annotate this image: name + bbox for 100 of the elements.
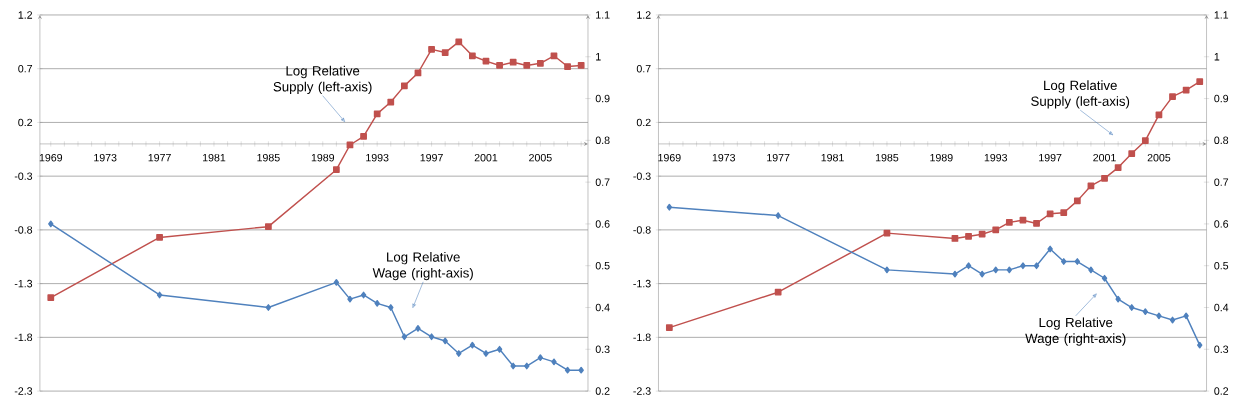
point: [1073, 197, 1081, 205]
point: [1061, 258, 1067, 265]
y2-tick-label: 0.6: [1214, 220, 1229, 228]
x-tick-label: 1997: [1039, 153, 1062, 162]
point: [1128, 150, 1136, 157]
y-tick-label: 1.2: [18, 11, 33, 19]
point: [1141, 137, 1149, 145]
point: [1129, 304, 1135, 311]
x-tick-label: 2001: [474, 153, 498, 162]
point: [564, 63, 571, 70]
point: [578, 366, 584, 374]
point: [1088, 266, 1094, 274]
point: [1156, 312, 1162, 320]
point: [1046, 210, 1054, 218]
x-tick-label: 1981: [203, 153, 226, 162]
y-tick-label: 0.7: [636, 64, 651, 73]
point: [265, 304, 272, 311]
y2-tick-label: 0.7: [1214, 178, 1229, 186]
point: [1196, 78, 1204, 85]
point: [1060, 209, 1068, 217]
y2-tick-label: 1: [1214, 53, 1220, 61]
point: [333, 166, 340, 174]
point: [774, 288, 782, 296]
x-tick-label: 1981: [821, 153, 844, 162]
point: [979, 270, 985, 278]
y2-tick-label: 0.4: [1214, 303, 1229, 312]
point: [509, 58, 517, 66]
y2-tick-label: 0.3: [1214, 345, 1229, 354]
point: [775, 212, 781, 219]
point: [388, 304, 394, 311]
point: [456, 350, 462, 357]
x-tick-label: 1985: [875, 153, 899, 162]
y-tick-label: -1.8: [14, 333, 33, 342]
y-tick-label: -0.3: [14, 172, 33, 180]
point: [333, 279, 340, 286]
x-tick-label: 1993: [366, 153, 389, 162]
y-tick-label: -1.3: [633, 279, 651, 288]
y-tick-label: -1.8: [633, 333, 651, 342]
y2-tick-label: 0.8: [595, 136, 610, 145]
y-tick-label: 0.7: [18, 64, 33, 73]
y2-tick-label: 1: [596, 53, 601, 61]
point: [373, 110, 381, 118]
point: [1101, 274, 1108, 282]
point: [1074, 258, 1081, 265]
y2-tick-label: 0.2: [595, 387, 610, 395]
x-tick-label: 1969: [39, 153, 63, 162]
point: [666, 203, 673, 211]
point: [428, 45, 435, 53]
point: [496, 345, 503, 353]
y-tick-label: -1.3: [14, 279, 33, 288]
point: [952, 270, 958, 278]
point: [537, 354, 544, 361]
x-tick-label: 1989: [930, 153, 953, 162]
y2-tick-label: 0.8: [1214, 136, 1229, 145]
point: [993, 266, 999, 274]
x-tick-label: 1973: [94, 153, 117, 162]
point: [523, 62, 531, 69]
point: [1169, 316, 1176, 324]
point: [468, 52, 476, 60]
point: [564, 366, 571, 374]
y2-tick-label: 1.1: [596, 11, 610, 19]
point: [428, 333, 435, 341]
point: [1114, 164, 1122, 171]
y-tick-label: 0.2: [636, 118, 651, 127]
point: [550, 52, 558, 60]
point: [992, 226, 1000, 234]
x-tick-label: 1993: [984, 153, 1008, 162]
point: [47, 294, 55, 301]
y2-tick-label: 0.9: [595, 94, 610, 103]
x-tick-label: 1977: [148, 153, 171, 162]
point: [965, 262, 972, 270]
point: [1115, 295, 1121, 303]
x-tick-label: 2005: [1147, 153, 1171, 162]
annotation: Log Relative Wage (right-axis): [372, 251, 473, 281]
point: [1169, 93, 1176, 100]
x-tick-label: 2005: [529, 153, 552, 162]
y2-tick-label: 0.4: [595, 303, 610, 312]
point: [401, 333, 408, 341]
y-tick-label: -0.8: [633, 226, 651, 234]
point: [347, 295, 353, 303]
point: [1033, 262, 1040, 270]
point: [1006, 266, 1013, 274]
point: [415, 324, 421, 332]
point: [442, 337, 448, 345]
point: [360, 132, 367, 140]
annotation: Log Relative Supply (left-axis): [273, 65, 372, 95]
point: [387, 98, 395, 106]
point: [441, 49, 449, 56]
y2-tick-label: 0.5: [1214, 261, 1229, 270]
y-tick-label: 0.2: [18, 118, 33, 127]
point: [1197, 341, 1203, 349]
y2-tick-label: 0.2: [1214, 387, 1229, 395]
point: [665, 324, 673, 332]
point: [483, 350, 489, 357]
y2-tick-label: 0.3: [595, 345, 610, 354]
point: [1182, 86, 1190, 94]
x-tick-label: 1985: [257, 153, 280, 162]
annotation: Log Relative Supply (left-axis): [1031, 80, 1130, 109]
y2-tick-label: 0.6: [595, 220, 610, 228]
point: [1142, 308, 1149, 316]
